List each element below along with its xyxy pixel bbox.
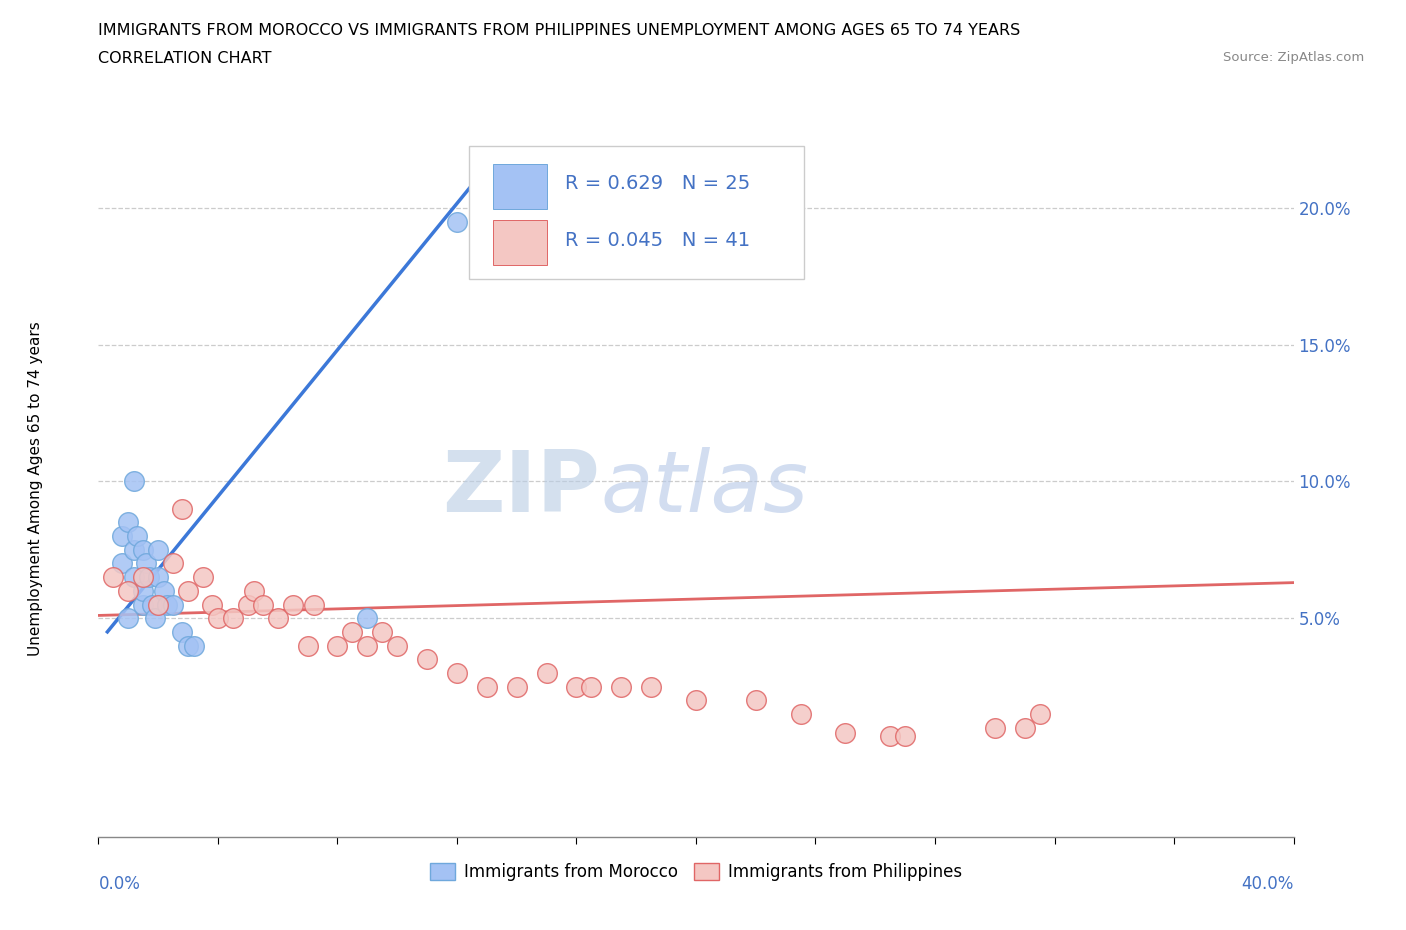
Point [267,611,290,626]
Point [834,725,856,740]
Point [141,597,163,612]
Point [281,597,304,612]
Text: 40.0%: 40.0% [1241,875,1294,894]
Point [124,570,146,585]
Point [183,638,205,653]
Point [252,597,274,612]
Point [177,638,200,653]
Point [371,624,394,639]
FancyBboxPatch shape [494,219,547,265]
Point [475,679,498,694]
Y-axis label: Unemployment Among Ages 65 to 74 years: Unemployment Among Ages 65 to 74 years [28,321,42,656]
Point [124,542,146,557]
Point [117,583,139,598]
Point [640,679,662,694]
Point [132,570,155,585]
Point [148,542,170,557]
Point [148,597,170,612]
Point [446,666,468,681]
Point [138,570,160,585]
Point [172,624,194,639]
Text: R = 0.045   N = 41: R = 0.045 N = 41 [565,232,749,250]
Point [446,214,468,229]
Point [243,583,266,598]
Point [207,611,229,626]
Point [201,597,224,612]
Text: atlas: atlas [600,446,808,530]
FancyBboxPatch shape [494,164,547,209]
Point [356,638,378,653]
Point [117,515,139,530]
Point [1028,707,1050,722]
Point [565,679,588,694]
Point [111,556,134,571]
Point [111,528,134,543]
Point [356,611,378,626]
Text: CORRELATION CHART: CORRELATION CHART [98,51,271,66]
Point [297,638,319,653]
Point [685,693,707,708]
Text: Source: ZipAtlas.com: Source: ZipAtlas.com [1223,51,1364,64]
Point [103,570,125,585]
Text: 0.0%: 0.0% [98,875,141,894]
Point [326,638,349,653]
Point [132,597,155,612]
Point [153,583,176,598]
Point [156,597,179,612]
FancyBboxPatch shape [470,147,804,279]
Point [894,728,917,743]
Point [506,679,529,694]
Point [148,570,170,585]
Point [385,638,409,653]
Point [127,528,149,543]
Point [132,542,155,557]
Text: IMMIGRANTS FROM MOROCCO VS IMMIGRANTS FROM PHILIPPINES UNEMPLOYMENT AMONG AGES 6: IMMIGRANTS FROM MOROCCO VS IMMIGRANTS FR… [98,23,1021,38]
Point [132,583,155,598]
Text: ZIP: ZIP [443,446,600,530]
Point [135,556,157,571]
Point [177,583,200,598]
Point [236,597,259,612]
Point [222,611,245,626]
Point [162,597,184,612]
Point [342,624,364,639]
Point [117,611,139,626]
Point [983,720,1005,735]
Point [162,556,184,571]
Text: R = 0.629   N = 25: R = 0.629 N = 25 [565,174,749,193]
Point [191,570,214,585]
Point [143,611,166,626]
Point [1014,720,1036,735]
Legend: Immigrants from Morocco, Immigrants from Philippines: Immigrants from Morocco, Immigrants from… [423,857,969,888]
Point [581,679,603,694]
Point [610,679,633,694]
Point [172,501,194,516]
Point [879,728,901,743]
Point [789,707,811,722]
Point [536,666,558,681]
Point [416,652,439,667]
Point [302,597,325,612]
Point [745,693,768,708]
Point [124,474,146,489]
